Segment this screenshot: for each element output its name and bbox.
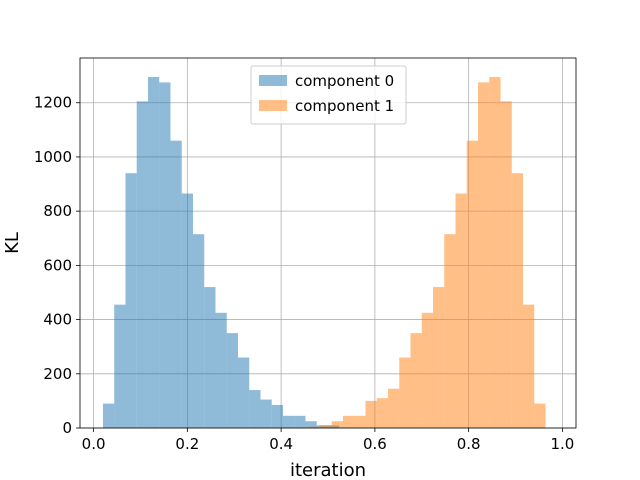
x-tick-label: 0.8 [457, 435, 481, 453]
histogram-bar-component-0 [147, 76, 160, 428]
legend-label-component-0: component 0 [295, 72, 394, 90]
histogram-bar-component-1 [331, 421, 344, 428]
histogram-bar-component-1 [500, 101, 512, 428]
histogram-bar-component-0 [102, 403, 115, 428]
histogram-bar-component-1 [399, 357, 411, 428]
histogram-bar-component-1 [466, 140, 479, 428]
legend: component 0 component 1 [250, 65, 407, 125]
histogram-bar-component-0 [260, 399, 272, 428]
y-axis-label: KL [2, 232, 23, 254]
x-tick-label: 1.0 [550, 435, 574, 453]
legend-box [250, 65, 407, 125]
x-tick-label: 0.4 [269, 435, 293, 453]
x-tick-label: 0.2 [175, 435, 199, 453]
histogram-bar-component-0 [305, 421, 317, 428]
histogram-bar-component-1 [523, 304, 535, 428]
histogram-bar-component-1 [388, 388, 400, 428]
x-tick-label: 0.6 [363, 435, 387, 453]
histogram-bar-component-1 [478, 82, 490, 429]
histogram-bar-component-0 [215, 312, 227, 428]
y-tick-label: 200 [43, 365, 72, 383]
x-axis-label: iteration [290, 460, 366, 480]
histogram-bar-component-1 [376, 398, 389, 428]
y-tick-label: 1200 [34, 94, 72, 112]
legend-label-component-1: component 1 [295, 97, 394, 115]
histogram-bars [102, 76, 546, 429]
y-tick-label: 800 [43, 202, 72, 220]
histogram-bar-component-0 [136, 101, 148, 428]
histogram-bar-component-0 [294, 415, 306, 428]
histogram-bar-component-1 [410, 333, 422, 428]
histogram-bar-component-0 [237, 357, 250, 428]
x-tick-label: 0.0 [82, 435, 106, 453]
histogram-bar-component-1 [309, 426, 321, 428]
histogram-bar-component-1 [511, 173, 524, 428]
histogram-bar-component-0 [249, 390, 261, 428]
legend-swatch-component-0 [259, 75, 287, 86]
histogram-bar-component-1 [421, 312, 434, 428]
histogram-bar-component-1 [343, 415, 355, 428]
histogram-bar-component-1 [444, 234, 456, 428]
histogram-bar-component-0 [204, 287, 216, 428]
histogram-bar-component-1 [354, 415, 366, 428]
histogram-bar-component-0 [192, 234, 205, 428]
histogram-bar-component-0 [226, 333, 238, 428]
legend-swatch-component-1 [259, 100, 287, 111]
histogram-bar-component-0 [282, 415, 295, 428]
histogram-bar-component-1 [365, 400, 377, 428]
histogram-bar-component-1 [489, 76, 501, 428]
y-tick-label: 600 [43, 256, 72, 274]
histogram-bar-component-1 [455, 193, 467, 428]
histogram-bar-component-0 [125, 173, 137, 428]
y-tick-label: 1000 [34, 148, 72, 166]
histogram-bar-component-0 [271, 404, 283, 428]
plot-frame [79, 57, 577, 429]
histogram-bar-component-0 [181, 193, 193, 428]
histogram-bar-component-0 [114, 304, 126, 428]
histogram-bar-component-0 [170, 140, 182, 428]
y-tick-label: 400 [43, 311, 72, 329]
histogram-bar-component-1 [534, 403, 546, 428]
histogram-bar-component-1 [433, 287, 445, 428]
histogram-bar-component-0 [159, 82, 171, 429]
y-tick-label: 0 [62, 419, 72, 437]
histogram-bar-component-1 [320, 425, 332, 428]
axis-ticks: 0.0 0.2 0.4 0.6 0.8 1.0 0 200 400 600 800 1000 1200 [34, 94, 575, 453]
